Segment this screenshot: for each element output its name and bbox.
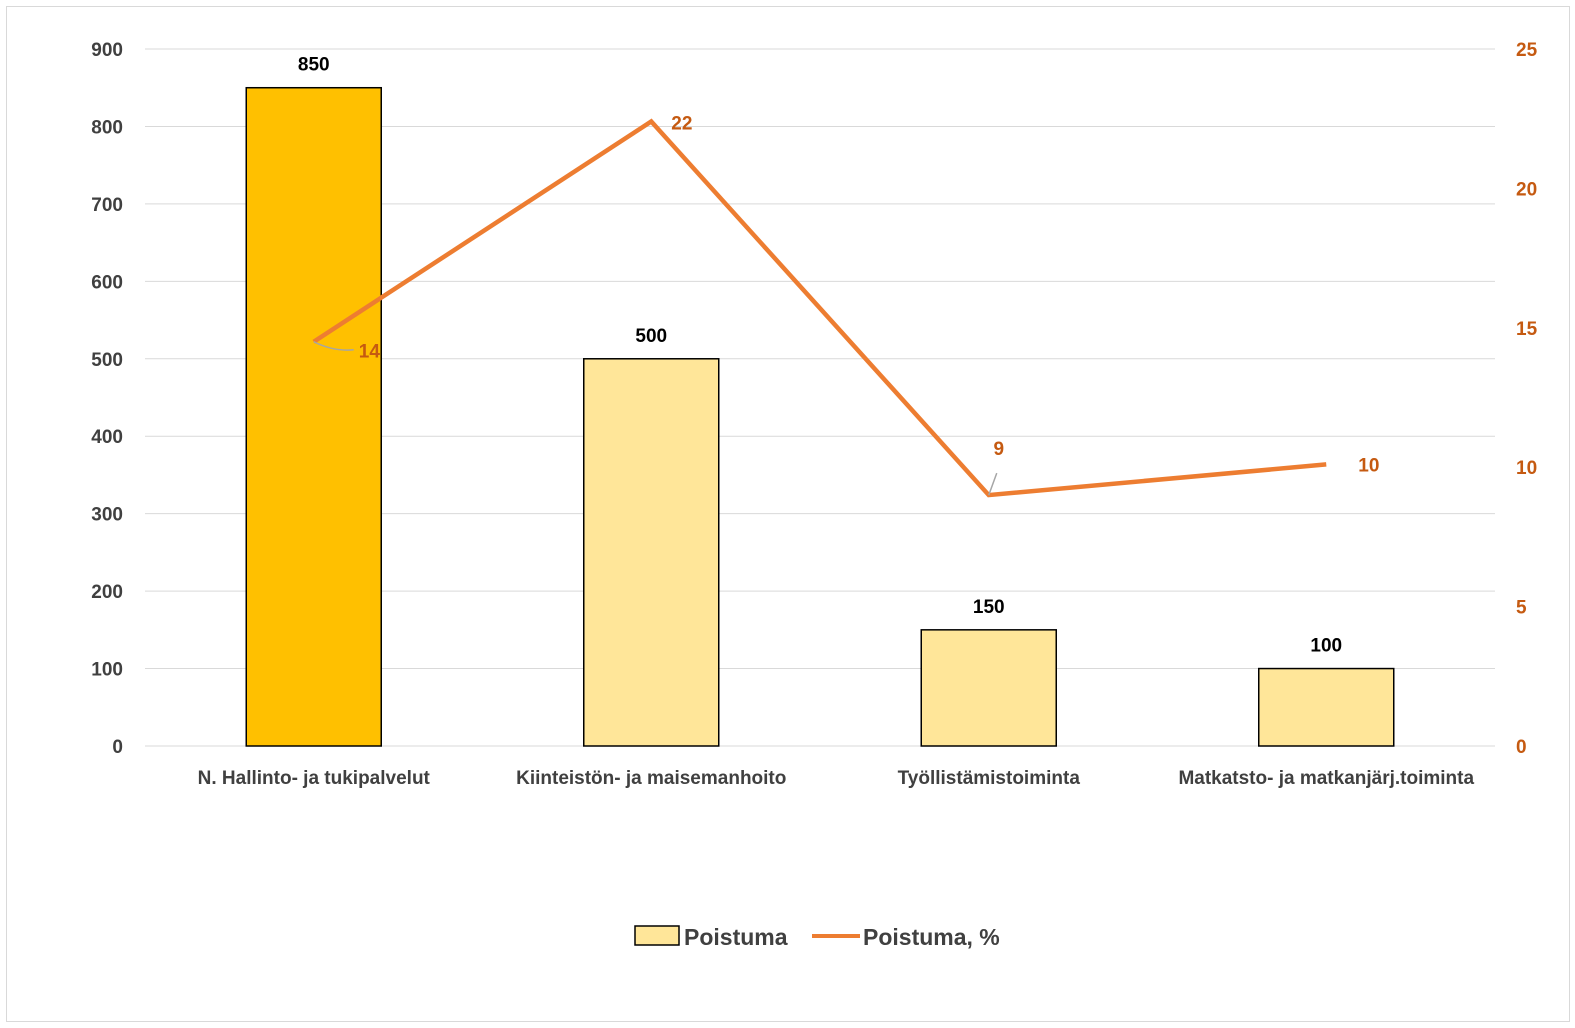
- legend-label-line: Poistuma, %: [863, 924, 1000, 950]
- bar: [583, 358, 720, 747]
- right-tick-label: 10: [1516, 458, 1537, 479]
- right-axis: 0 5 10 15 20 25: [1516, 40, 1538, 758]
- left-tick-label: 600: [91, 272, 123, 293]
- left-tick-label: 200: [91, 582, 123, 603]
- bar: [1258, 667, 1395, 747]
- bar-data-label: 150: [973, 597, 1005, 618]
- line-data-label: 10: [1358, 455, 1379, 476]
- right-tick-label: 5: [1516, 598, 1527, 619]
- bar-data-label: 500: [635, 326, 667, 347]
- legend-swatch-bar: [634, 925, 680, 946]
- chart-frame: [6, 6, 1570, 1022]
- right-tick-label: 0: [1516, 737, 1527, 758]
- left-axis: 0 100 200 300 400 500 600 700 800 900: [91, 40, 123, 758]
- bar-data-label: 100: [1310, 636, 1342, 657]
- left-tick-label: 0: [112, 737, 123, 758]
- legend-label-bar: Poistuma: [684, 924, 788, 950]
- bar-data-label: 850: [298, 55, 330, 76]
- bar-series: 850 500 150 100: [245, 55, 1395, 747]
- left-tick-label: 300: [91, 505, 123, 526]
- leader-line: [988, 472, 998, 496]
- right-tick-label: 15: [1516, 319, 1538, 340]
- bar: [245, 86, 382, 747]
- right-tick-label: 20: [1516, 179, 1537, 200]
- left-tick-label: 700: [91, 195, 123, 216]
- category-label: Kiinteistön- ja maisemanhoito: [516, 768, 786, 789]
- right-tick-label: 25: [1516, 40, 1538, 61]
- line-path: [312, 118, 1327, 498]
- leader-line: [313, 341, 354, 351]
- bar: [920, 629, 1057, 747]
- category-label: N. Hallinto- ja tukipalvelut: [198, 768, 431, 789]
- left-tick-label: 800: [91, 117, 123, 138]
- line-series: 14 22 9 10: [312, 113, 1379, 498]
- category-axis: N. Hallinto- ja tukipalvelut Kiinteistön-…: [198, 768, 1475, 789]
- left-tick-label: 100: [91, 660, 123, 681]
- category-label: Matkatsto- ja matkanjärj.toiminta: [1178, 768, 1474, 789]
- line-data-label: 22: [671, 113, 692, 134]
- category-label: Työllistämistoiminta: [898, 768, 1081, 789]
- legend: Poistuma Poistuma, %: [634, 924, 1000, 950]
- left-tick-label: 900: [91, 40, 123, 61]
- line-data-label: 9: [993, 439, 1004, 460]
- left-tick-label: 500: [91, 350, 123, 371]
- left-tick-label: 400: [91, 427, 123, 448]
- line-data-label: 14: [359, 342, 381, 363]
